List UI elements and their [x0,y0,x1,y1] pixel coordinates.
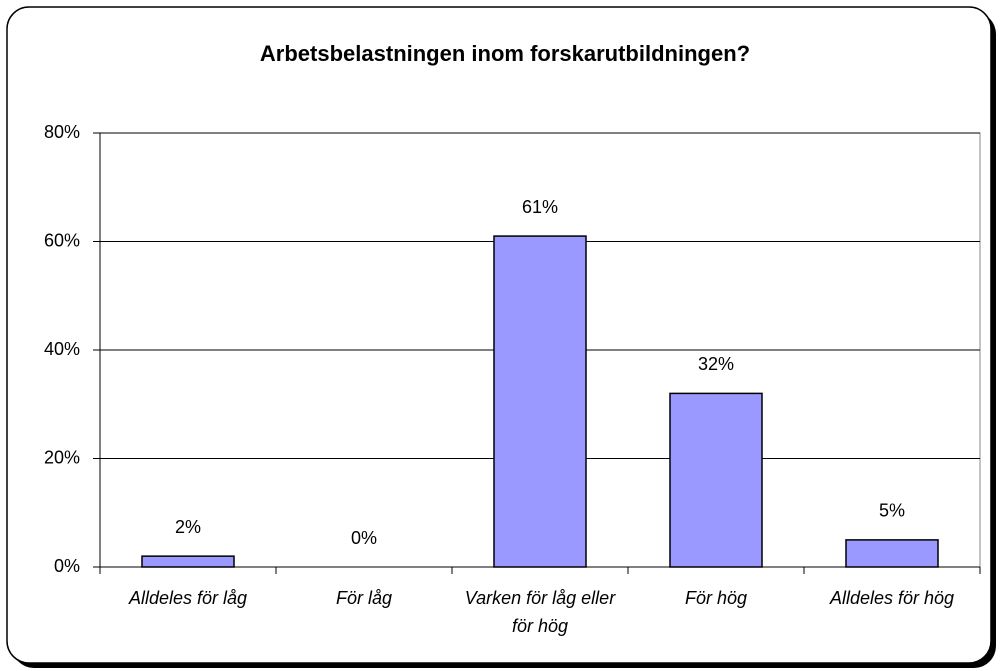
value-label: 5% [879,501,905,521]
bar [669,392,763,568]
y-tick-label: 0% [54,556,80,576]
chart-title: Arbetsbelastningen inom forskarutbildnin… [260,41,750,66]
x-tick-label: Alldeles för låg [128,588,248,608]
bar [845,539,939,568]
bar [493,235,587,568]
x-tick-label: För låg [335,588,393,608]
y-tick-label: 60% [44,230,80,250]
bar [141,555,235,568]
value-label: 32% [698,354,734,374]
x-tick-label: Alldeles för hög [829,588,955,608]
y-tick-label: 80% [44,122,80,142]
value-label: 0% [351,528,377,548]
y-tick-label: 20% [44,447,80,467]
y-tick-label: 40% [44,339,80,359]
x-tick-label: Varken för låg eller för hög [464,588,616,636]
value-label: 61% [522,197,558,217]
x-tick-label: För hög [684,588,748,608]
value-label: 2% [175,517,201,537]
